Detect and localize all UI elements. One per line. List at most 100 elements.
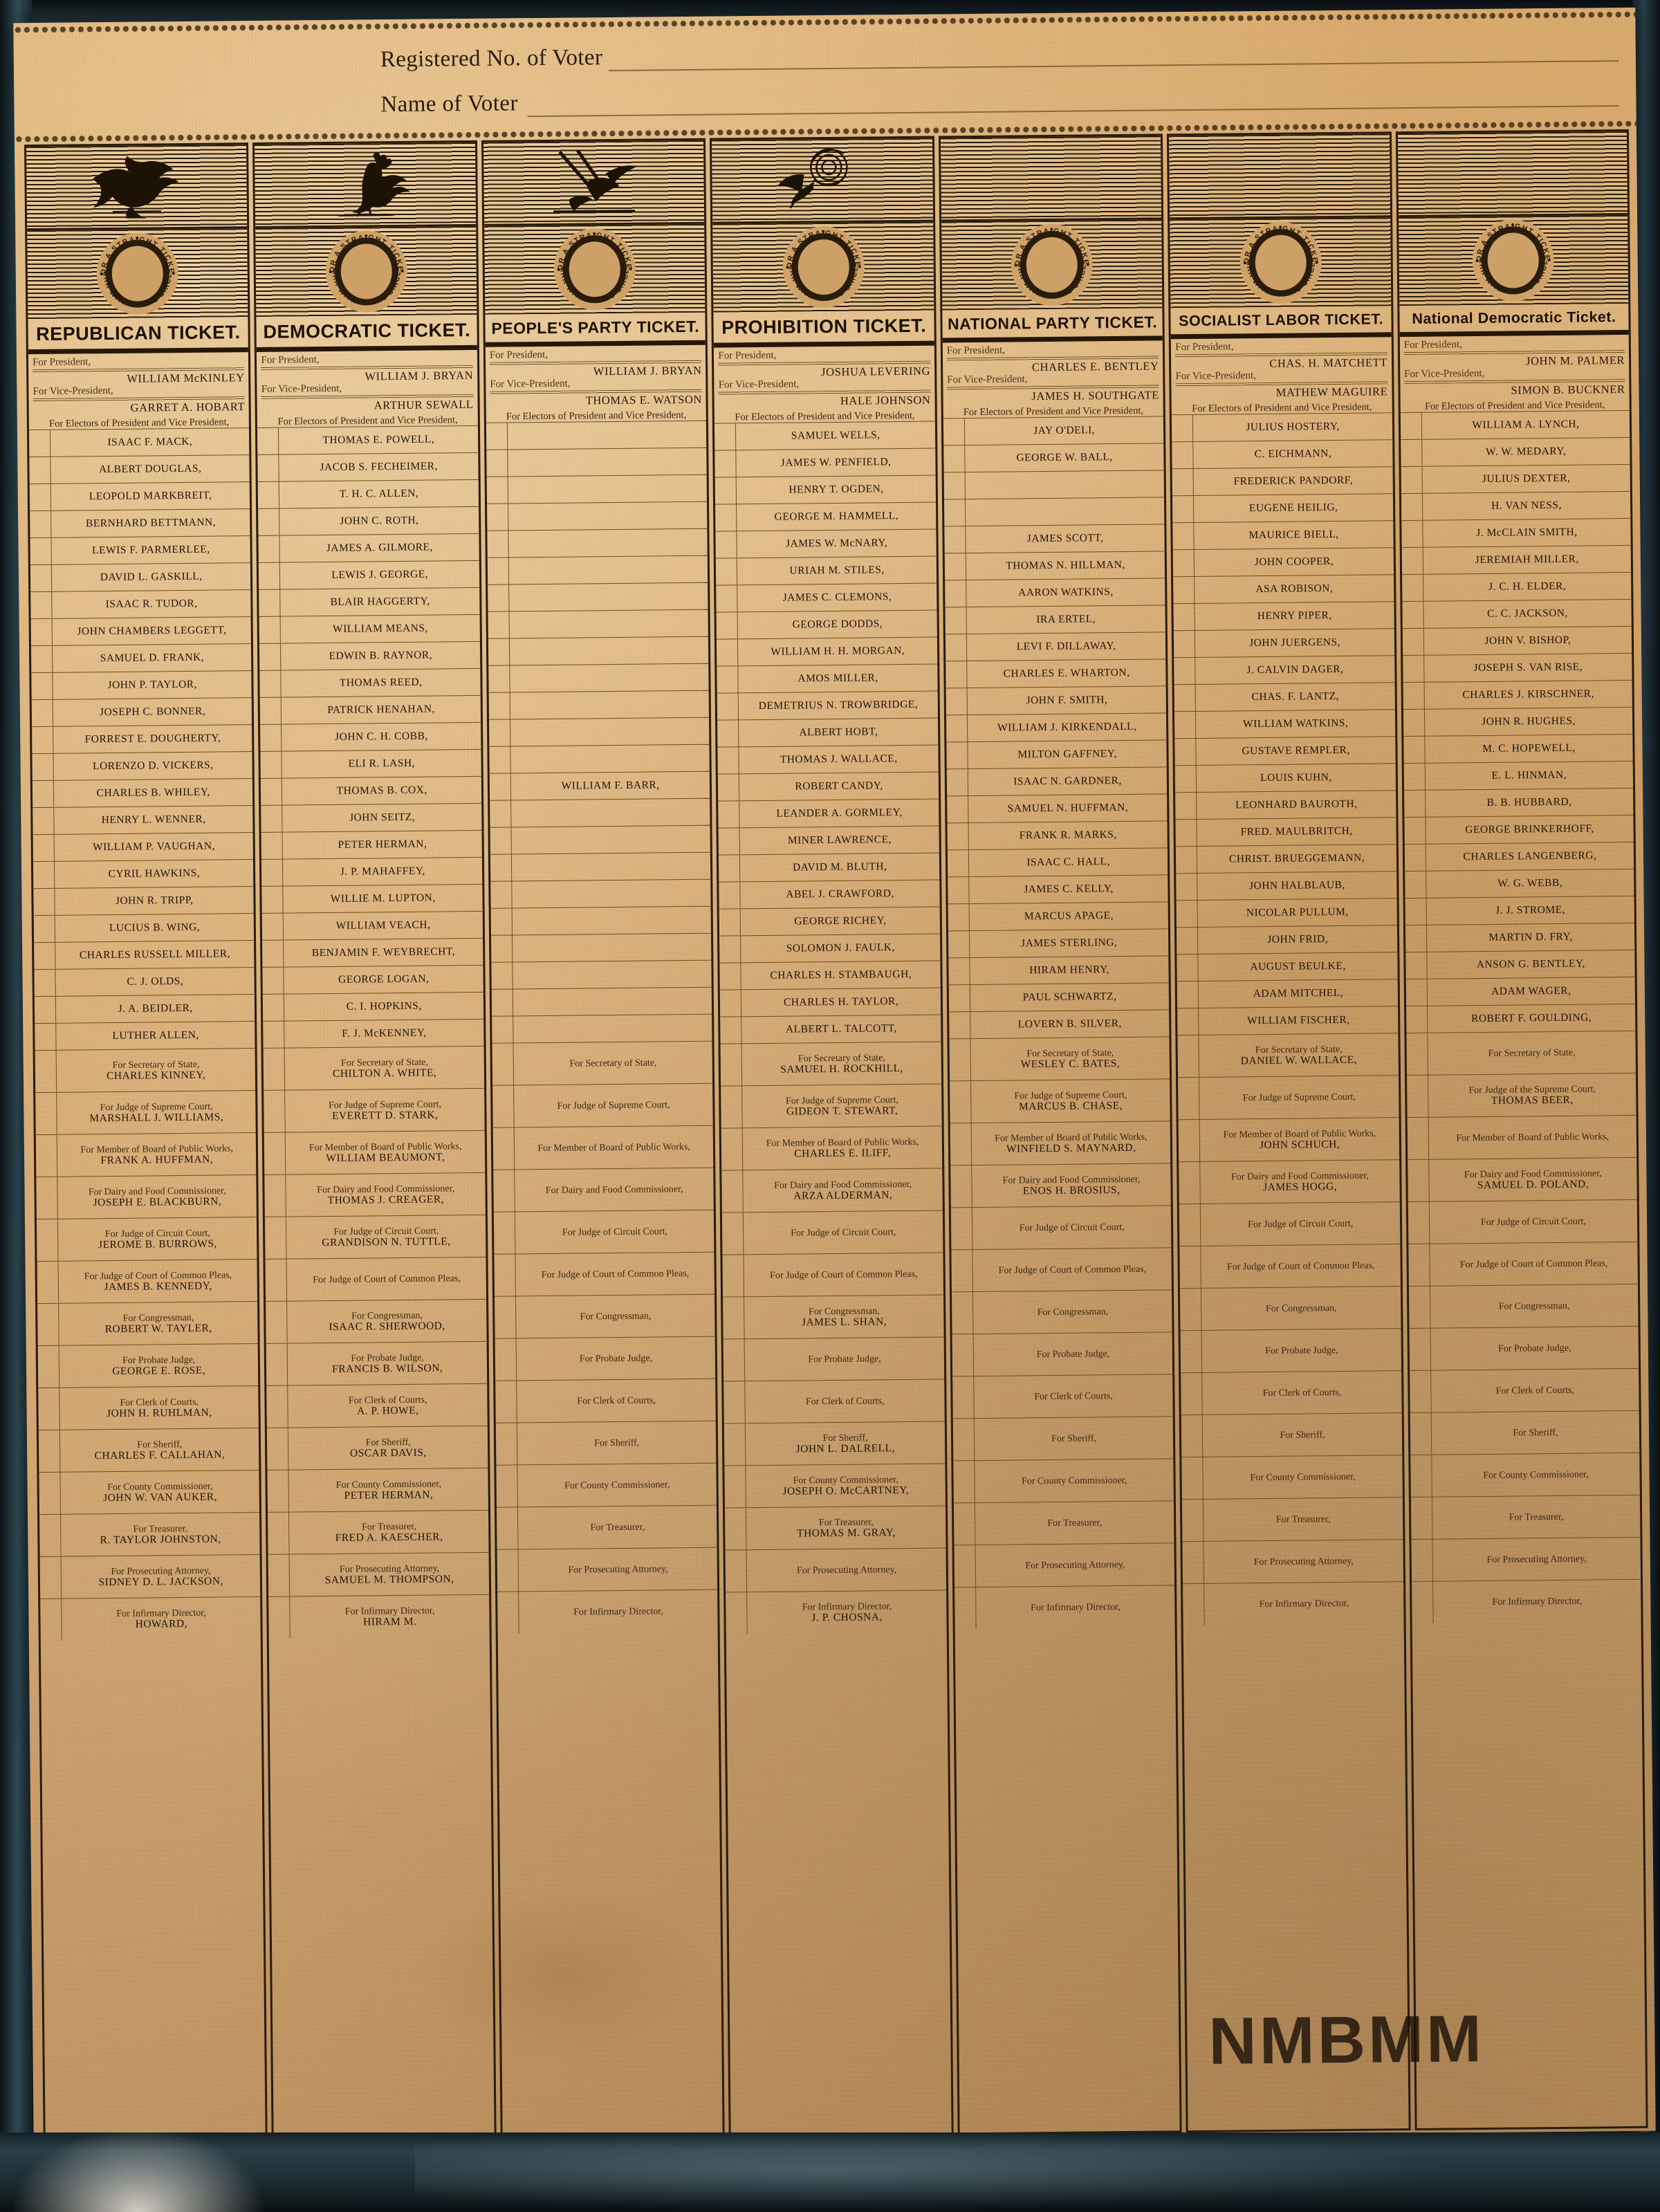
vote-box[interactable] — [259, 590, 282, 617]
vote-box[interactable] — [488, 692, 510, 720]
vote-box[interactable] — [486, 450, 508, 477]
vote-box[interactable] — [1182, 1500, 1204, 1542]
elector-row[interactable]: ROBERT CANDY, — [718, 772, 939, 802]
office-row[interactable]: For Secretary of State, DANIEL W. WALLAC… — [1177, 1033, 1399, 1078]
elector-row[interactable] — [486, 474, 708, 504]
vote-box[interactable] — [33, 835, 55, 862]
office-row[interactable]: For Judge of Court of Common Pleas, — [1408, 1242, 1638, 1287]
vote-box[interactable] — [260, 725, 282, 752]
office-row[interactable]: For Judge of Court of Common Pleas, — [722, 1252, 943, 1298]
elector-row[interactable]: C. I. HOPKINS, — [263, 992, 484, 1022]
elector-row[interactable]: E. L. HINMAN, — [1403, 761, 1634, 791]
vote-box[interactable] — [1405, 952, 1428, 979]
straight-ticket-circle-area[interactable]: FOR A STRAIGHT TICKET MARK WITHIN THIS C… — [255, 225, 477, 317]
elector-row[interactable]: URIAH M. STILES, — [716, 556, 937, 586]
office-row[interactable]: For Judge of Circuit Court, GRANDISON N.… — [265, 1215, 486, 1260]
vote-box[interactable] — [725, 1550, 748, 1593]
vote-box[interactable] — [268, 1555, 290, 1597]
vote-box[interactable] — [950, 1123, 972, 1165]
vote-box[interactable] — [489, 746, 511, 774]
elector-row[interactable] — [486, 448, 708, 477]
vote-box[interactable] — [494, 1254, 516, 1297]
vote-box[interactable] — [717, 666, 739, 694]
elector-row[interactable] — [488, 582, 708, 612]
vote-box[interactable] — [1405, 925, 1428, 952]
vote-box[interactable] — [1406, 1033, 1428, 1076]
vote-box[interactable] — [1401, 467, 1423, 494]
office-row[interactable]: For Treasurer, — [1182, 1497, 1403, 1542]
vote-box[interactable] — [35, 1051, 57, 1093]
vote-box[interactable] — [715, 531, 738, 559]
vote-box[interactable] — [1173, 577, 1195, 604]
vote-box[interactable] — [725, 1508, 747, 1551]
office-row[interactable]: For Dairy and Food Commissioner, THOMAS … — [264, 1172, 486, 1217]
vote-box[interactable] — [948, 1012, 971, 1039]
office-row[interactable]: For Dairy and Food Commissioner, ENOS H.… — [950, 1163, 1172, 1208]
office-row[interactable]: For Infirmary Director, HIRAM M. — [268, 1594, 490, 1639]
vote-box[interactable] — [495, 1338, 517, 1381]
vote-box[interactable] — [490, 935, 513, 963]
elector-row[interactable]: ISAAC C. HALL, — [947, 847, 1168, 877]
voter-name-fill-line[interactable] — [527, 105, 1619, 118]
vote-box[interactable] — [490, 854, 513, 882]
elector-row[interactable]: GEORGE RICHEY, — [719, 906, 940, 937]
vote-box[interactable] — [946, 715, 968, 742]
elector-row[interactable]: ALBERT L. TALCOTT, — [720, 1014, 941, 1044]
elector-row[interactable]: B. B. HUBBARD, — [1403, 788, 1634, 818]
vote-box[interactable] — [949, 1039, 971, 1081]
vote-box[interactable] — [1177, 928, 1199, 955]
vote-box[interactable] — [954, 1545, 976, 1587]
elector-row[interactable]: JULIUS HOSTERY, — [1172, 412, 1393, 442]
office-row[interactable]: For Member of Board of Public Works, WIN… — [950, 1121, 1171, 1165]
elector-row[interactable]: JAMES C. CLEMONS, — [716, 583, 937, 613]
elector-row[interactable]: LOVERN B. SILVER, — [948, 1009, 1170, 1039]
vote-box[interactable] — [266, 1386, 289, 1428]
elector-row[interactable] — [490, 879, 712, 909]
vote-box[interactable] — [265, 1260, 288, 1302]
office-row[interactable]: For Judge of Supreme Court, EVERETT D. S… — [264, 1088, 485, 1133]
vote-box[interactable] — [488, 719, 511, 747]
elector-row[interactable]: JOHN CHAMBERS LEGGETT, — [30, 616, 252, 646]
elector-row[interactable]: DAVID M. BLUTH, — [719, 853, 940, 883]
vote-box[interactable] — [486, 504, 509, 531]
elector-row[interactable]: ISAAC N. GARDNER, — [946, 766, 1168, 796]
office-row[interactable]: For County Commissioner, PETER HERMAN, — [267, 1468, 488, 1513]
elector-row[interactable]: JOHN R. HUGHES, — [1403, 707, 1633, 737]
vote-box[interactable] — [1182, 1542, 1205, 1584]
vote-box[interactable] — [1408, 1202, 1430, 1244]
vote-box[interactable] — [952, 1334, 975, 1376]
elector-row[interactable] — [488, 717, 710, 747]
office-row[interactable]: For Prosecuting Attorney, — [725, 1547, 947, 1593]
vote-box[interactable] — [1177, 981, 1199, 1008]
elector-row[interactable]: WILLIAM H. H. MORGAN, — [717, 637, 938, 667]
office-row[interactable]: For Sheriff, — [1410, 1410, 1640, 1455]
vote-box[interactable] — [720, 1017, 742, 1044]
elector-row[interactable]: FRED. MAULBRITCH, — [1175, 817, 1396, 847]
vote-box[interactable] — [1402, 602, 1424, 629]
office-row[interactable]: For Dairy and Food Commissioner, ARZA AL… — [721, 1168, 943, 1213]
elector-row[interactable] — [487, 555, 708, 585]
office-row[interactable]: For Infirmary Director, HOWARD, — [40, 1596, 261, 1641]
elector-row[interactable]: T. H. C. ALLEN, — [258, 479, 479, 509]
elector-row[interactable]: CHRIST. BRUEGGEMANN, — [1176, 844, 1396, 874]
vote-box[interactable] — [716, 585, 738, 613]
vote-box[interactable] — [37, 1262, 59, 1304]
vote-box[interactable] — [719, 909, 741, 937]
vote-box[interactable] — [33, 889, 55, 916]
vote-box[interactable] — [30, 646, 53, 673]
office-row[interactable]: For Congressman, — [1408, 1284, 1639, 1329]
office-row[interactable]: For Judge of Court of Common Pleas, JAME… — [37, 1259, 258, 1304]
office-row[interactable]: For Infirmary Director, J. P. CHOSNA, — [726, 1589, 947, 1635]
vote-box[interactable] — [259, 617, 282, 644]
office-row[interactable]: For Judge of Supreme Court, — [492, 1083, 714, 1128]
elector-row[interactable]: WILLIAM P. VAUGHAN, — [33, 832, 254, 862]
vote-box[interactable] — [493, 1170, 515, 1213]
elector-row[interactable]: J. McCLAIN SMITH, — [1401, 518, 1631, 548]
vote-box[interactable] — [486, 423, 508, 450]
office-row[interactable]: For Dairy and Food Commissioner, JOSEPH … — [36, 1174, 257, 1219]
vote-box[interactable] — [946, 661, 968, 688]
elector-row[interactable]: THOMAS J. WALLACE, — [717, 745, 939, 775]
elector-row[interactable]: JAMES STERLING, — [948, 928, 1169, 958]
vote-box[interactable] — [491, 989, 514, 1017]
office-row[interactable]: For Judge of Supreme Court, GIDEON T. ST… — [721, 1083, 942, 1129]
